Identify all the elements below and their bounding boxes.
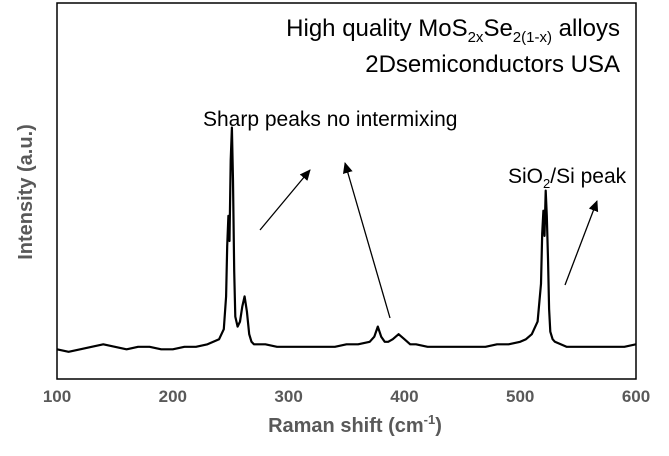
annotation-arrow-2: [342, 162, 391, 319]
annotation-sharp-peaks: Sharp peaks no intermixing: [203, 108, 457, 131]
chart-title-line-1: High quality MoS2xSe2(1-x) alloys: [286, 15, 620, 46]
x-axis-ticks: 100 200 300 400 500 600: [43, 387, 650, 406]
annotation-arrow-3: [564, 200, 599, 286]
series-line: [56, 126, 637, 353]
x-axis-label: Raman shift (cm-1): [268, 412, 442, 437]
x-tick-label: 300: [274, 387, 302, 406]
chart-title-line-2: 2Dsemiconductors USA: [365, 51, 620, 78]
annotation-arrow-1: [259, 169, 311, 231]
y-axis-label: Intensity (a.u.): [15, 124, 37, 260]
annotation-sio2-peak: SiO2/Si peak: [508, 165, 627, 191]
x-tick-label: 400: [390, 387, 418, 406]
x-tick-label: 100: [43, 387, 71, 406]
x-tick-label: 500: [506, 387, 534, 406]
x-tick-label: 200: [159, 387, 187, 406]
plot-frame: [56, 2, 637, 380]
x-tick-label: 600: [622, 387, 650, 406]
